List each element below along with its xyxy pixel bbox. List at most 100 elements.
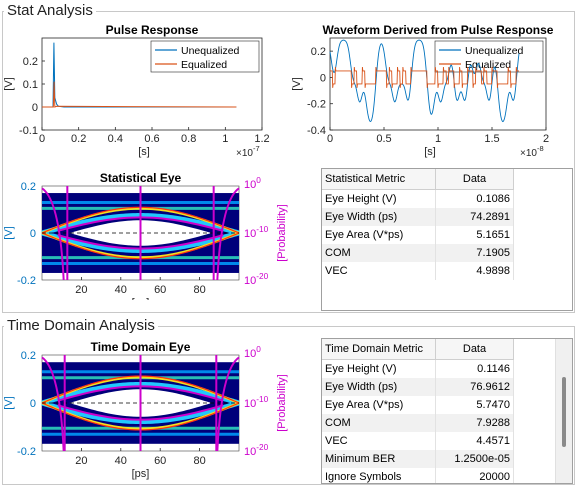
table-row[interactable]: Eye Height (V) 0.1086	[322, 189, 514, 208]
x-tick-label: 1	[222, 133, 228, 145]
metric-name: Eye Width (ps)	[322, 208, 436, 226]
series-line	[42, 81, 237, 108]
x-tick-label: 0.2	[71, 133, 86, 145]
y-axis-label: [V]	[3, 77, 15, 90]
x-tick-label: 20	[75, 284, 87, 296]
table-scrollbar[interactable]	[555, 339, 572, 483]
y-tick-label: 0.1	[23, 79, 38, 91]
x-tick-label: 2	[543, 133, 549, 145]
metric-value: 20000	[435, 468, 514, 483]
chart-title: Statistical Eye	[100, 171, 182, 185]
x-tick-label: 0.4	[108, 133, 123, 145]
metric-value: 0.1146	[435, 359, 514, 378]
x-axis-label: [s]	[424, 146, 436, 158]
series-line	[329, 39, 520, 123]
stat-analysis-panel	[2, 11, 575, 313]
bathtub-curve	[57, 385, 224, 402]
x-exponent-label: ×10-8	[520, 144, 544, 159]
table-row[interactable]: Minimum BER 1.2500e-05	[322, 450, 514, 468]
legend-box	[434, 40, 544, 73]
y-tick-label: -0.2	[17, 446, 36, 458]
bathtub-curve	[41, 356, 65, 452]
x-axis-label: [ps]	[132, 297, 150, 300]
metric-name: Eye Height (V)	[322, 359, 436, 378]
x-tick-label: 0.8	[181, 133, 196, 145]
stat-table-header-data[interactable]: Data	[435, 169, 514, 190]
y-axis-label: [V]	[3, 226, 15, 239]
time-domain-metric-table[interactable]: Time Domain Metric Data Eye Height (V) 0.…	[321, 338, 573, 484]
metric-value: 76.9612	[435, 378, 514, 396]
x-tick-label: 1.2	[254, 133, 269, 145]
y2-axis-label: [Probability]	[276, 204, 288, 261]
table-row[interactable]: Eye Height (V) 0.1146	[322, 359, 514, 378]
table-row[interactable]: Eye Area (V*ps) 5.1651	[322, 226, 514, 244]
time-domain-title: Time Domain Analysis	[4, 318, 158, 334]
statistical-eye-chart: Statistical Eye 20 40 60 80 -0.2 0 0.2 [ps] [V] 10…	[3, 171, 288, 300]
y-tick-label: 0	[32, 102, 38, 114]
statistical-metric-table[interactable]: Statistical Metric Data Eye Height (V) 0.…	[321, 168, 573, 311]
y2-tick-label: 100	[244, 176, 261, 191]
time-table-header-metric[interactable]: Time Domain Metric	[322, 339, 436, 360]
x-tick-label: 0	[327, 133, 333, 145]
y-tick-label: 0	[30, 228, 36, 240]
bathtub-curve	[41, 187, 65, 281]
x-exponent-label: ×10-7	[236, 144, 260, 159]
y2-tick-label: 10-20	[244, 272, 269, 287]
bathtub-curve	[216, 356, 240, 452]
metric-value: 7.9288	[435, 414, 514, 432]
legend-label: Unequalized	[181, 45, 240, 57]
metric-name: COM	[322, 244, 436, 262]
chart-title: Pulse Response	[106, 23, 199, 37]
x-tick-label: 40	[115, 284, 127, 296]
metric-name: Eye Area (V*ps)	[322, 226, 436, 244]
metric-value: 4.4571	[435, 432, 514, 450]
metric-name: VEC	[322, 432, 436, 450]
x-axis-label: [s]	[138, 146, 150, 158]
table-row[interactable]: Eye Area (V*ps) 5.7470	[322, 396, 514, 414]
legend-label: Equalized	[181, 59, 227, 71]
metric-value: 5.7470	[435, 396, 514, 414]
table-row[interactable]: Eye Width (ps) 76.9612	[322, 378, 514, 396]
y2-tick-label: 100	[244, 345, 261, 360]
table-row[interactable]: COM 7.9288	[322, 414, 514, 432]
y2-tick-label: 10-10	[244, 395, 269, 410]
x-tick-label: 1.5	[484, 133, 499, 145]
metric-name: Minimum BER	[322, 450, 436, 468]
x-tick-label: 0	[39, 133, 45, 145]
series-line	[330, 66, 519, 88]
metric-value: 74.2891	[435, 208, 514, 226]
stat-table-header-metric[interactable]: Statistical Metric	[322, 169, 436, 190]
bathtub-curve	[57, 216, 224, 232]
metric-name: Eye Width (ps)	[322, 378, 436, 396]
y-tick-label: 0.2	[311, 46, 326, 58]
y-tick-label: -0.4	[307, 125, 326, 137]
table-row[interactable]: Ignore Symbols 20000	[322, 468, 514, 483]
metric-name: VEC	[322, 262, 436, 280]
metric-value: 5.1651	[435, 226, 514, 244]
x-tick-label: 0.5	[376, 133, 391, 145]
series-line	[42, 42, 237, 108]
chart-title: Waveform Derived from Pulse Response	[323, 23, 554, 37]
y-tick-label: 0.2	[23, 56, 38, 68]
y-tick-label: 0	[320, 72, 326, 84]
metric-name: COM	[322, 414, 436, 432]
table-row[interactable]: COM 7.1905	[322, 244, 514, 262]
y-axis-label: [V]	[291, 77, 303, 90]
chart-title: Time Domain Eye	[91, 340, 191, 354]
bathtub-curve	[216, 187, 240, 281]
bathtub-curve	[57, 404, 224, 421]
table-row[interactable]: VEC 4.4571	[322, 432, 514, 450]
y-tick-label: 0.2	[21, 181, 36, 193]
x-axis-label: [ps]	[132, 468, 150, 480]
table-row[interactable]: VEC 4.9898	[322, 262, 514, 280]
x-tick-label: 80	[193, 455, 205, 467]
y2-tick-label: 10-20	[244, 443, 269, 458]
metric-value: 4.9898	[435, 262, 514, 280]
y2-axis-label: [Probability]	[276, 374, 288, 431]
y-tick-label: -0.2	[17, 275, 36, 287]
metric-name: Eye Area (V*ps)	[322, 396, 436, 414]
time-table-header-data[interactable]: Data	[435, 339, 514, 360]
table-row[interactable]: Eye Width (ps) 74.2891	[322, 208, 514, 226]
scrollbar-thumb[interactable]	[562, 377, 566, 447]
